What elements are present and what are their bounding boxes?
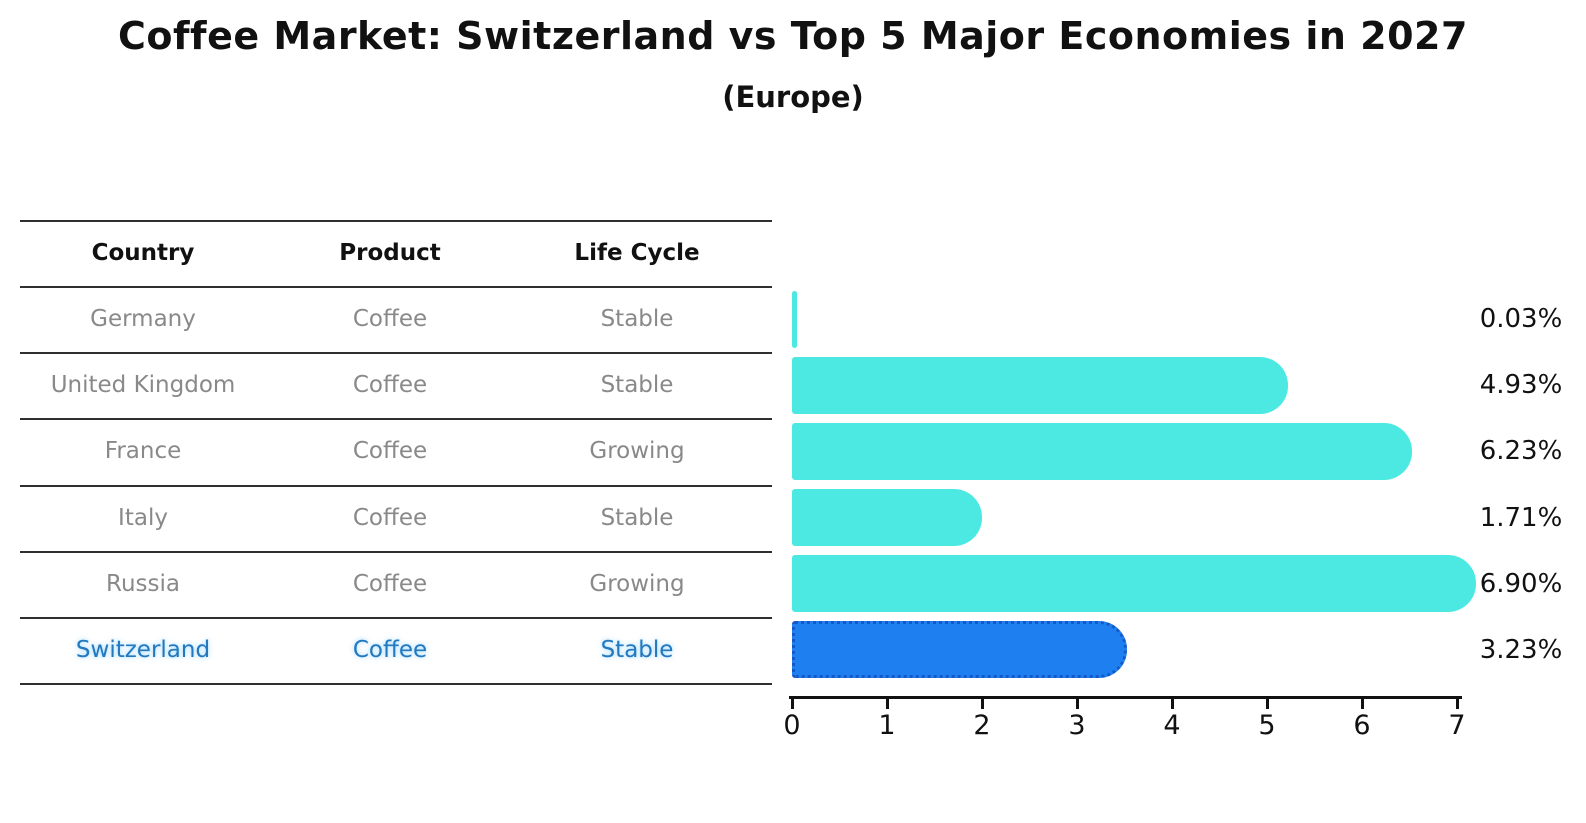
bar-value-label: 1.71% [1479, 502, 1563, 533]
bar-switzerland-highlighted [792, 621, 1127, 679]
x-axis-tick [1076, 699, 1079, 709]
table-cell-product: Coffee [352, 504, 428, 531]
bar-value-label: 6.23% [1479, 436, 1563, 467]
table-row-divider [20, 617, 772, 619]
table-cell-country: Switzerland [75, 636, 211, 663]
bar-russia [792, 555, 1476, 613]
x-axis-tick [791, 699, 794, 709]
table-cell-product: Coffee [352, 306, 428, 333]
x-axis-tick-label: 1 [878, 710, 896, 741]
bar-italy [792, 489, 982, 547]
table-cell-product: Coffee [352, 570, 428, 597]
table-cell-country: Germany [90, 306, 196, 333]
table-row-divider [20, 352, 772, 354]
x-axis-tick [981, 699, 984, 709]
x-axis-tick-label: 6 [1353, 710, 1371, 741]
bar-value-label: 4.93% [1479, 370, 1563, 401]
x-axis-tick [1361, 699, 1364, 709]
x-axis-tick [1456, 699, 1459, 709]
bar-united-kingdom [792, 356, 1288, 414]
table-cell-product: Coffee [352, 636, 428, 663]
x-axis-tick-label: 2 [973, 710, 991, 741]
chart-title: Coffee Market: Switzerland vs Top 5 Majo… [118, 14, 1468, 58]
table-row-divider [20, 683, 772, 685]
table-cell-country: Italy [118, 504, 168, 531]
bar-france [792, 422, 1412, 480]
x-axis-tick-label: 4 [1163, 710, 1181, 741]
x-axis-tick [1266, 699, 1269, 709]
table-cell-product: Coffee [352, 372, 428, 399]
table-row-divider [20, 220, 772, 222]
chart-subtitle: (Europe) [722, 80, 864, 114]
table-cell-country: Russia [106, 570, 180, 597]
x-axis-tick-label: 7 [1448, 710, 1466, 741]
x-axis-line [789, 696, 1462, 699]
table-cell-life_cycle: Growing [589, 570, 685, 597]
table-cell-life_cycle: Stable [600, 306, 674, 333]
table-header-product: Product [339, 240, 441, 267]
bar-value-label: 3.23% [1479, 634, 1563, 665]
x-axis-tick [1171, 699, 1174, 709]
table-row-divider [20, 418, 772, 420]
table-row-divider [20, 286, 772, 288]
table-cell-life_cycle: Stable [600, 636, 674, 663]
bar-germany [792, 290, 797, 348]
table-cell-country: United Kingdom [50, 372, 236, 399]
x-axis-tick-label: 0 [783, 710, 801, 741]
table-row-divider [20, 551, 772, 553]
table-row-divider [20, 485, 772, 487]
table-cell-life_cycle: Growing [589, 438, 685, 465]
table-header-life-cycle: Life Cycle [574, 240, 700, 267]
x-axis-tick-label: 3 [1068, 710, 1086, 741]
table-cell-product: Coffee [352, 438, 428, 465]
table-cell-life_cycle: Stable [600, 504, 674, 531]
table-header-country: Country [91, 240, 195, 267]
table-cell-country: France [104, 438, 182, 465]
x-axis-tick [886, 699, 889, 709]
bar-value-label: 6.90% [1479, 568, 1563, 599]
bar-value-label: 0.03% [1479, 304, 1563, 335]
table-cell-life_cycle: Stable [600, 372, 674, 399]
x-axis-tick-label: 5 [1258, 710, 1276, 741]
